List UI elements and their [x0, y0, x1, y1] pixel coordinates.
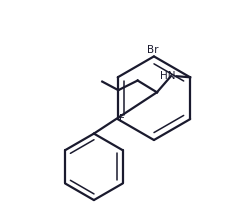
- Text: Br: Br: [147, 45, 159, 55]
- Text: F: F: [120, 114, 125, 124]
- Text: HN: HN: [160, 71, 176, 81]
